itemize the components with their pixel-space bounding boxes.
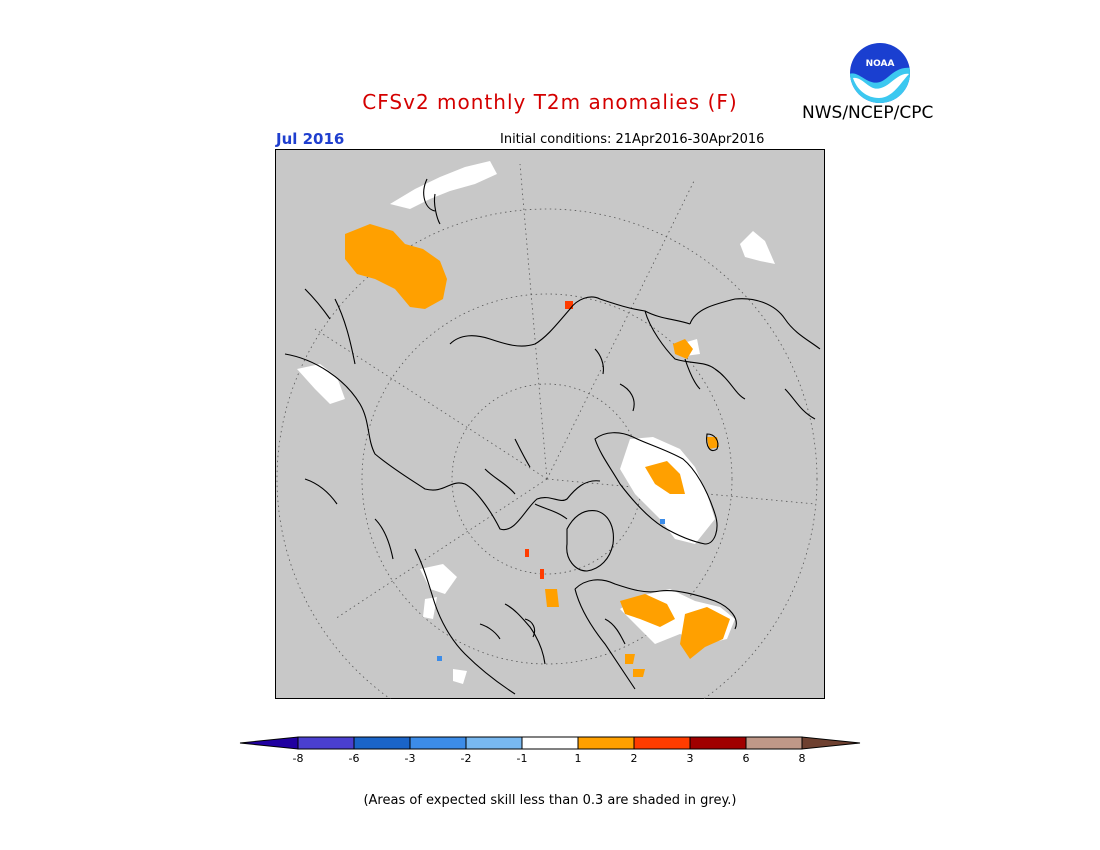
colorbar-swatch xyxy=(409,736,467,750)
colorbar-low-arrow xyxy=(239,736,299,750)
skill-caption: (Areas of expected skill less than 0.3 a… xyxy=(363,793,737,808)
colorbar-swatch xyxy=(297,736,355,750)
coastlines xyxy=(284,178,821,695)
polar-temperature-anomaly-map xyxy=(275,149,825,699)
colorbar-swatch xyxy=(633,736,691,750)
cold-anomaly-spots xyxy=(437,519,665,661)
colorbar-swatch xyxy=(745,736,803,750)
colorbar-swatch xyxy=(577,736,635,750)
noaa-logo-icon: NOAA xyxy=(850,43,910,103)
colorbar-tick-label: -8 xyxy=(292,752,304,765)
initial-conditions-label: Initial conditions: 21Apr2016-30Apr2016 xyxy=(500,132,765,147)
colorbar-swatch xyxy=(689,736,747,750)
colorbar-tick-label: 1 xyxy=(574,752,582,765)
colorbar-tick-label: 3 xyxy=(686,752,694,765)
warm-anomaly-areas xyxy=(345,224,730,677)
colorbar-swatch xyxy=(353,736,411,750)
colorbar-tick-label: -2 xyxy=(460,752,472,765)
colorbar-swatch xyxy=(465,736,523,750)
forecast-month-label: Jul 2016 xyxy=(276,130,345,148)
svg-text:NOAA: NOAA xyxy=(866,59,895,69)
colorbar-high-arrow xyxy=(801,736,861,750)
colorbar-tick-label: 6 xyxy=(742,752,750,765)
map-title: CFSv2 monthly T2m anomalies (F) xyxy=(362,90,738,114)
temperature-anomaly-colorbar xyxy=(239,736,861,750)
colorbar-tick-label: 8 xyxy=(798,752,806,765)
colorbar-tick-label: -3 xyxy=(404,752,416,765)
agency-label: NWS/NCEP/CPC xyxy=(802,103,934,123)
colorbar-tick-label: -1 xyxy=(516,752,528,765)
hot-anomaly-spots xyxy=(525,301,573,579)
colorbar-tick-label: 2 xyxy=(630,752,638,765)
colorbar-swatch xyxy=(521,736,579,750)
colorbar-tick-label: -6 xyxy=(348,752,360,765)
